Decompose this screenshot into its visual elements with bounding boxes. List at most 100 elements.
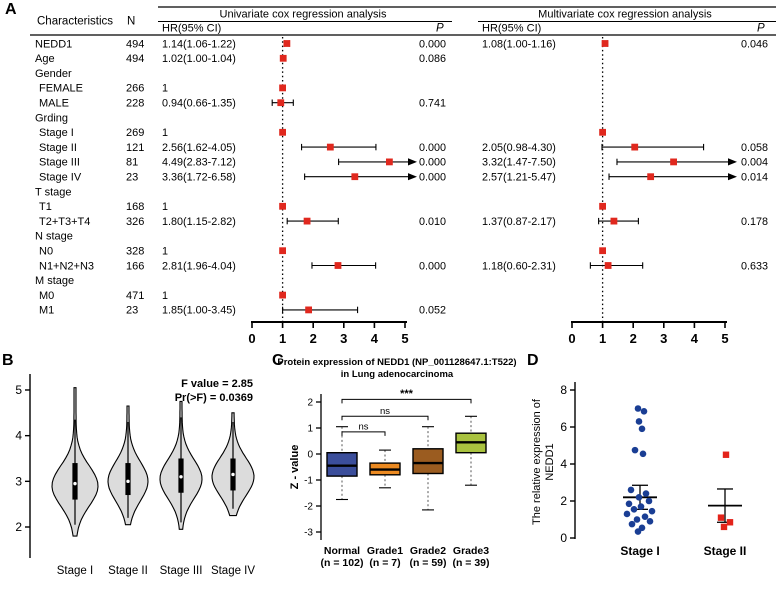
uni-p-value: 0.010 bbox=[419, 216, 446, 228]
uni-p-value: 0.086 bbox=[419, 53, 446, 65]
x-category-label: Stage I bbox=[57, 565, 93, 577]
hr-marker bbox=[334, 262, 342, 269]
multi-hr-value: 3.32(1.47-7.50) bbox=[482, 157, 556, 169]
x-category-count: (n = 39) bbox=[452, 557, 489, 569]
axis-tick-label: 4 bbox=[691, 331, 699, 346]
uni-p-value: 0.741 bbox=[419, 98, 446, 110]
hr-marker bbox=[647, 173, 655, 181]
data-point bbox=[635, 418, 643, 425]
row-n: 23 bbox=[126, 305, 138, 317]
hr-marker bbox=[670, 158, 677, 166]
multi-hr-value: 1.18(0.60-2.31) bbox=[482, 260, 556, 272]
row-label: Grding bbox=[35, 112, 68, 124]
data-point bbox=[642, 490, 650, 497]
univariate-title: Univariate cox regression analysis bbox=[220, 9, 387, 21]
data-point bbox=[641, 513, 649, 521]
y-tick-label: 2 bbox=[307, 398, 313, 409]
panel-c-label: C bbox=[272, 352, 284, 369]
violin-median bbox=[231, 472, 235, 477]
row-n: 326 bbox=[126, 216, 144, 228]
multi-hr-value: 1.37(0.87-2.17) bbox=[482, 216, 556, 228]
hr-marker bbox=[277, 99, 285, 107]
uni-hr-value: 1 bbox=[162, 290, 168, 302]
y-tick-label: -3 bbox=[304, 528, 313, 539]
row-n: 23 bbox=[126, 172, 138, 184]
row-n: 266 bbox=[126, 83, 144, 95]
hr-marker bbox=[610, 217, 618, 225]
data-point bbox=[625, 500, 633, 508]
hr-marker bbox=[279, 84, 286, 92]
data-point bbox=[637, 503, 645, 510]
panel-c-title: Protein expression of NEDD1 (NP_00112864… bbox=[273, 357, 521, 381]
scatter-plot-panel: 0 2 4 6 8 The relative expression of NEDD1 Stag… bbox=[531, 382, 747, 558]
x-category-label: Grade2 bbox=[410, 545, 446, 557]
pr-f-text: Pr(>F) = 0.0369 bbox=[174, 392, 253, 404]
uni-hr-value: 1.85(1.00-3.45) bbox=[162, 305, 236, 317]
panel-a-label: A bbox=[5, 1, 17, 18]
row-label: Stage II bbox=[39, 142, 77, 154]
row-label: T2+T3+T4 bbox=[39, 216, 90, 228]
row-label: FEMALE bbox=[39, 83, 83, 95]
uni-hr-value: 1.14(1.06-1.22) bbox=[162, 38, 236, 50]
y-axis-label-line2: NEDD1 bbox=[544, 443, 556, 480]
y-tick-label: 4 bbox=[560, 457, 567, 471]
hr-marker bbox=[631, 143, 639, 151]
uni-hr-value: 1 bbox=[162, 83, 168, 95]
multi-p-value: 0.004 bbox=[741, 157, 768, 169]
x-category-label: Normal bbox=[324, 545, 360, 557]
row-n: 269 bbox=[126, 127, 144, 139]
multi-hr-value: 2.05(0.98-4.30) bbox=[482, 142, 556, 154]
uni-p-value: 0.000 bbox=[419, 38, 446, 50]
row-label: N1+N2+N3 bbox=[39, 260, 94, 272]
box-grade2 bbox=[412, 448, 444, 475]
data-point bbox=[717, 514, 725, 521]
hr-marker bbox=[279, 54, 287, 62]
data-point bbox=[630, 506, 638, 513]
axis-tick-label: 2 bbox=[310, 331, 317, 346]
axis-tick-label: 3 bbox=[340, 331, 347, 346]
x-category-label: Stage II bbox=[704, 544, 747, 558]
uni-hr-value: 0.94(0.66-1.35) bbox=[162, 98, 236, 110]
data-point bbox=[646, 518, 654, 525]
panel-b-label: B bbox=[2, 352, 14, 369]
uni-hr-value: 1 bbox=[162, 246, 168, 258]
y-tick-label: 2 bbox=[15, 520, 22, 534]
data-point bbox=[638, 425, 646, 433]
x-category-count: (n = 102) bbox=[321, 557, 364, 569]
x-category-label: Stage IV bbox=[211, 565, 255, 577]
uni-p-value: 0.000 bbox=[419, 142, 446, 154]
x-category-count: (n = 59) bbox=[409, 557, 446, 569]
row-label: Stage III bbox=[39, 157, 80, 169]
data-point bbox=[628, 520, 636, 528]
hr-marker bbox=[599, 128, 606, 136]
multi-p-header: P bbox=[757, 23, 765, 35]
data-point bbox=[726, 519, 734, 526]
uni-hr-value: 2.56(1.62-4.05) bbox=[162, 142, 236, 154]
multi-p-value: 0.178 bbox=[741, 216, 768, 228]
data-point bbox=[635, 494, 643, 501]
uni-p-header: P bbox=[436, 23, 444, 35]
axis-tick-label: 2 bbox=[630, 331, 637, 346]
y-tick-label: 2 bbox=[560, 494, 567, 508]
scatter-group-stage-i bbox=[623, 405, 657, 535]
hr-marker bbox=[601, 40, 609, 47]
uni-p-value: 0.000 bbox=[419, 172, 446, 184]
ci-arrow bbox=[728, 173, 737, 181]
forest-plot-panel: Characteristics N Univariate cox regressio… bbox=[30, 6, 776, 346]
ci-arrow bbox=[728, 158, 737, 166]
data-point bbox=[633, 516, 641, 523]
significance-label: ns bbox=[380, 406, 390, 417]
data-point bbox=[722, 451, 730, 458]
multi-p-value: 0.633 bbox=[741, 260, 768, 272]
multi-p-value: 0.014 bbox=[741, 172, 768, 184]
axis-tick-label: 0 bbox=[248, 331, 255, 346]
hr-marker bbox=[599, 247, 606, 255]
panel-b-stats-annotation: F value = 2.85 Pr(>F) = 0.0369 bbox=[118, 377, 253, 405]
axis-tick-label: 1 bbox=[279, 331, 286, 346]
data-point bbox=[648, 507, 656, 515]
uni-p-value: 0.052 bbox=[419, 305, 446, 317]
row-label: T1 bbox=[39, 201, 52, 213]
x-category-label: Grade3 bbox=[453, 545, 489, 557]
